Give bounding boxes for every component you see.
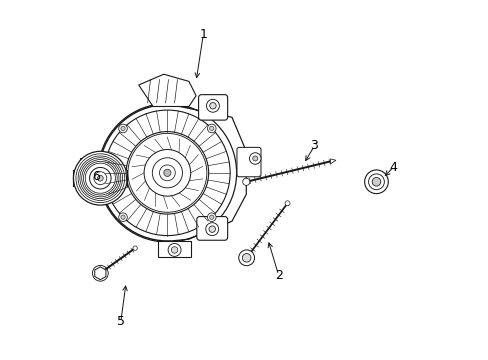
Circle shape [85,163,115,193]
Circle shape [94,172,106,185]
Circle shape [133,246,137,250]
Polygon shape [158,241,190,257]
Text: 5: 5 [117,315,124,328]
Polygon shape [139,74,196,107]
Circle shape [242,178,249,185]
Circle shape [121,126,125,131]
Circle shape [104,110,230,235]
Text: 3: 3 [310,139,318,152]
Circle shape [171,247,178,253]
Circle shape [128,134,206,212]
Circle shape [126,132,208,214]
Circle shape [168,243,181,256]
Circle shape [144,149,190,196]
Text: 2: 2 [274,269,282,282]
Circle shape [83,161,117,195]
FancyBboxPatch shape [198,95,227,120]
Circle shape [252,156,257,161]
Circle shape [205,223,218,235]
Circle shape [89,167,111,189]
Circle shape [208,226,215,232]
Circle shape [78,156,122,201]
Circle shape [285,201,289,206]
Circle shape [121,215,125,219]
Circle shape [119,124,127,133]
Text: 1: 1 [199,28,207,41]
Circle shape [80,158,121,199]
Circle shape [364,170,387,194]
Polygon shape [80,158,99,194]
Circle shape [249,153,261,164]
Polygon shape [330,159,335,164]
FancyBboxPatch shape [196,217,227,240]
Circle shape [206,99,219,112]
Circle shape [371,177,380,186]
Circle shape [159,165,175,181]
Circle shape [207,213,216,221]
Circle shape [209,103,216,109]
FancyBboxPatch shape [237,147,261,177]
Circle shape [152,158,182,188]
Circle shape [163,169,171,176]
Circle shape [99,105,235,241]
Polygon shape [171,105,246,241]
Circle shape [73,151,127,205]
Circle shape [81,159,119,197]
Circle shape [368,174,384,190]
Text: 4: 4 [388,161,396,174]
Circle shape [76,154,124,203]
Polygon shape [95,267,106,280]
Circle shape [97,175,103,181]
Circle shape [238,250,254,266]
Circle shape [242,253,250,262]
Circle shape [209,126,213,131]
Circle shape [209,215,213,219]
Text: 6: 6 [92,170,100,183]
Circle shape [119,213,127,221]
Circle shape [207,124,216,133]
